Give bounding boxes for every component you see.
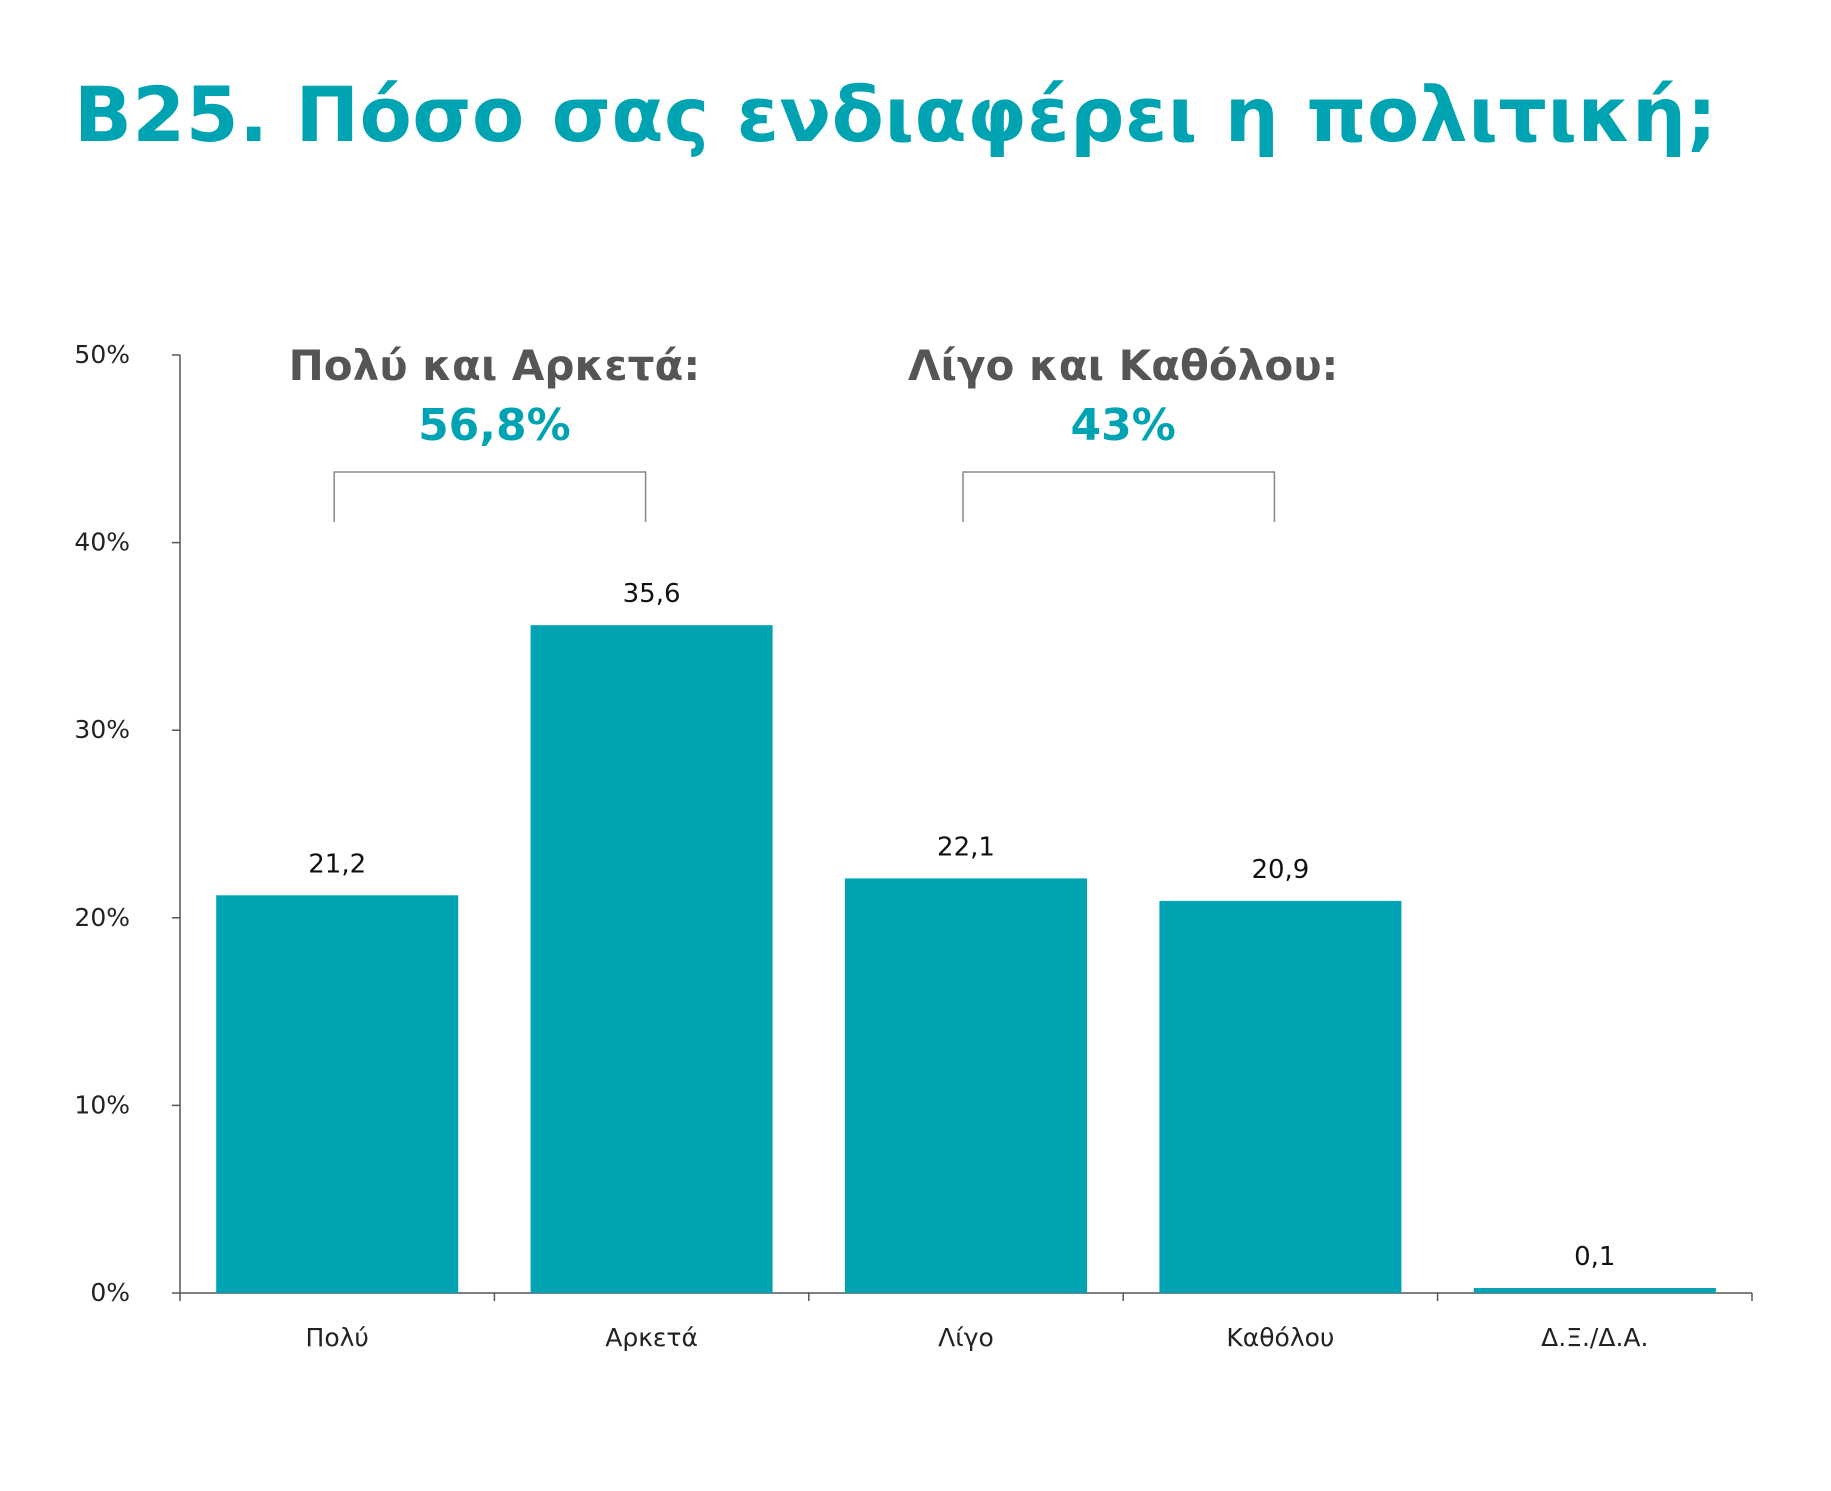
- group-label: Λίγο και Καθόλου:: [908, 341, 1338, 390]
- y-axis: 0% 10% 20% 30% 40% 50%: [74, 340, 181, 1307]
- group-annotations: Πολύ και Αρκετά: 56,8% Λίγο και Καθόλου: 43…: [289, 341, 1338, 522]
- category-label: Πολύ: [306, 1323, 369, 1352]
- group-value: 56,8%: [418, 400, 571, 451]
- group-annotation: Λίγο και Καθόλου: 43%: [908, 341, 1338, 522]
- y-tick-label: 40%: [74, 528, 130, 557]
- value-label: 0,1: [1574, 1242, 1615, 1272]
- chart-title: B25. Πόσο σας ενδιαφέρει η πολιτική;: [74, 70, 1718, 159]
- bar: [530, 625, 773, 1293]
- x-axis: Πολύ Αρκετά Λίγο Καθόλου Δ.Ξ./Δ.Α.: [179, 1292, 1753, 1352]
- value-label: 21,2: [308, 849, 366, 879]
- category-label: Καθόλου: [1226, 1323, 1334, 1352]
- y-tick-label: 30%: [74, 715, 130, 744]
- bar: [1473, 1288, 1716, 1293]
- value-label: 35,6: [623, 579, 681, 609]
- value-label: 20,9: [1251, 855, 1309, 885]
- category-label: Λίγο: [938, 1323, 994, 1352]
- y-tick-label: 0%: [90, 1278, 130, 1307]
- group-value: 43%: [1071, 400, 1176, 451]
- bars: 21,2 35,6 22,1 20,9 0,1: [216, 579, 1716, 1293]
- bar: [216, 895, 459, 1293]
- bar: [845, 878, 1087, 1293]
- bar: [1159, 900, 1402, 1293]
- group-label: Πολύ και Αρκετά:: [289, 341, 701, 390]
- category-label: Αρκετά: [605, 1323, 698, 1352]
- group-bracket: [333, 471, 647, 522]
- value-label: 22,1: [937, 832, 995, 862]
- group-bracket: [962, 471, 1276, 522]
- group-annotation: Πολύ και Αρκετά: 56,8%: [289, 341, 701, 522]
- y-tick-label: 50%: [74, 340, 130, 369]
- category-label: Δ.Ξ./Δ.Α.: [1541, 1323, 1648, 1352]
- y-tick-label: 10%: [74, 1090, 130, 1119]
- y-tick-label: 20%: [74, 903, 130, 932]
